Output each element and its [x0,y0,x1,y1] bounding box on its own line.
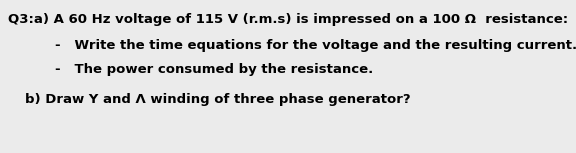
Text: -   Write the time equations for the voltage and the resulting current.: - Write the time equations for the volta… [55,39,576,52]
Text: Q3:a) A 60 Hz voltage of 115 V (r.m.s) is impressed on a 100 Ω  resistance:: Q3:a) A 60 Hz voltage of 115 V (r.m.s) i… [8,13,568,26]
Text: b) Draw Y and Λ winding of three phase generator?: b) Draw Y and Λ winding of three phase g… [25,93,411,106]
Text: -   The power consumed by the resistance.: - The power consumed by the resistance. [55,63,373,76]
